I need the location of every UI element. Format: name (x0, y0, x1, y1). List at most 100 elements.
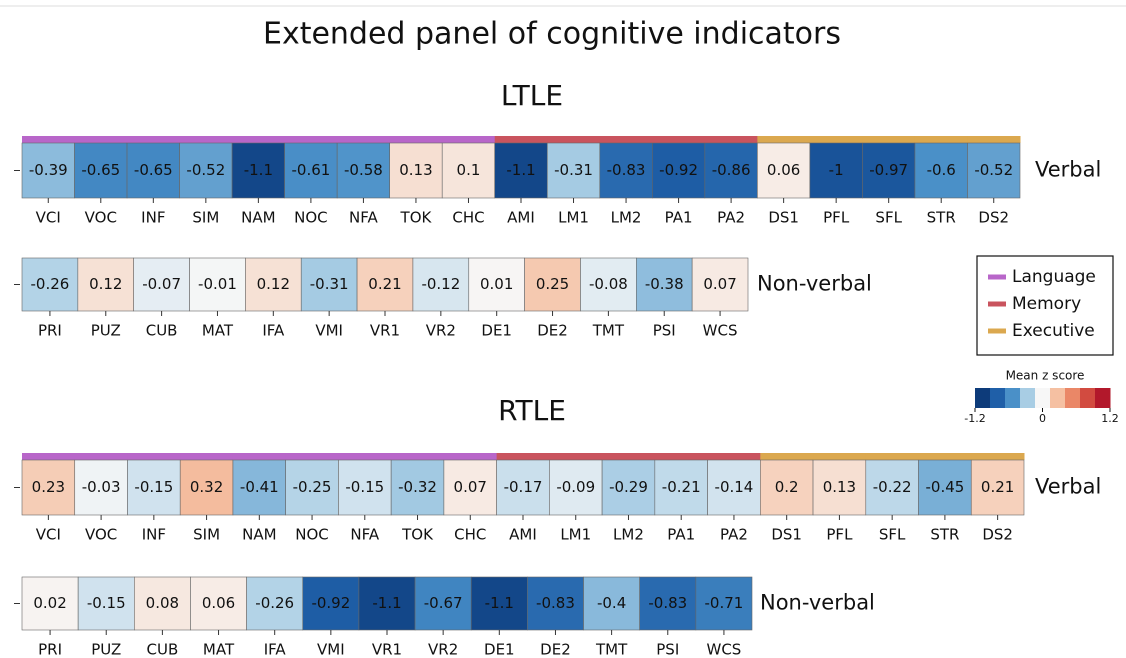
x-tick-label: PUZ (91, 641, 121, 658)
heat-cell (707, 459, 761, 516)
x-tick-label: TOK (400, 209, 433, 227)
x-tick-label: LM1 (558, 209, 589, 227)
x-tick-label: VMI (317, 641, 345, 658)
domain-bar (494, 136, 548, 143)
x-tick-label: TMT (592, 322, 625, 340)
x-tick-label: TOK (401, 526, 434, 544)
cell-label: 0.12 (257, 275, 290, 293)
heat-cell (389, 142, 443, 199)
colorbar-segment (1005, 388, 1021, 408)
heat-cell (21, 459, 76, 516)
domain-bar (74, 136, 128, 143)
cell-label: -0.17 (504, 478, 543, 496)
heat-cell (496, 459, 550, 516)
cell-label: -0.45 (925, 478, 964, 496)
x-tick-label: CUB (147, 641, 179, 658)
x-tick-label: LM2 (611, 209, 642, 227)
heat-cell (127, 459, 181, 516)
x-tick-label: SIM (192, 209, 219, 227)
x-tick-label: AMI (507, 209, 535, 227)
row-label: Verbal (1035, 475, 1101, 499)
cell-label: -1.1 (372, 594, 401, 612)
heat-cell (179, 142, 233, 199)
heat-cell (284, 142, 338, 199)
domain-bar (74, 453, 128, 460)
colorbar-segment (1020, 388, 1036, 408)
domain-bar (337, 136, 391, 143)
domain-bar (704, 136, 758, 143)
heat-cell (691, 257, 749, 312)
x-tick-label: LM1 (560, 526, 591, 544)
domain-bar (22, 453, 76, 460)
x-tick-label: PA1 (665, 209, 693, 227)
cell-label: -0.83 (536, 594, 575, 612)
row-label: Non-verbal (760, 591, 875, 615)
x-tick-label: NAM (242, 526, 276, 544)
cell-label: 0.08 (146, 594, 179, 612)
cell-label: -0.14 (715, 478, 754, 496)
cell-label: -0.83 (648, 594, 687, 612)
heat-cell (126, 142, 180, 199)
colorbar-tick-label: 1.2 (1101, 412, 1119, 425)
cell-label: -0.01 (198, 275, 237, 293)
heat-cell (862, 142, 916, 199)
heat-cell (21, 576, 79, 631)
cell-label: -0.25 (293, 478, 332, 496)
x-tick-label: PA2 (720, 526, 748, 544)
figure-title: Extended panel of cognitive indicators (263, 17, 841, 52)
domain-bar (862, 136, 916, 143)
heat-cell (21, 142, 75, 199)
heat-cell (358, 576, 416, 631)
cell-label: -0.65 (81, 161, 120, 179)
cell-label: -0.22 (873, 478, 912, 496)
domain-bar (127, 453, 181, 460)
panel-title: RTLE (498, 394, 566, 427)
x-tick-label: PRI (38, 322, 62, 340)
x-tick-label: STR (927, 209, 956, 227)
cell-label: -0.32 (398, 478, 437, 496)
x-tick-label: DE2 (537, 322, 568, 340)
cell-label: -0.03 (82, 478, 121, 496)
heat-cell (580, 257, 637, 312)
cell-label: -1 (829, 161, 844, 179)
heat-cell (524, 257, 581, 312)
cell-label: -0.15 (345, 478, 384, 496)
cell-label: -0.52 (186, 161, 225, 179)
x-tick-label: SFL (879, 526, 906, 544)
domain-bar (760, 453, 814, 460)
cell-label: -0.07 (142, 275, 181, 293)
heat-cell (546, 142, 601, 199)
heat-cell (970, 459, 1025, 516)
x-tick-label: CHC (452, 209, 484, 227)
x-tick-label: PA1 (667, 526, 695, 544)
colorbar-segment (1035, 388, 1051, 408)
heat-cell (245, 257, 302, 312)
heat-cell (865, 459, 919, 516)
heat-cell (527, 576, 584, 631)
x-tick-label: MAT (202, 322, 234, 340)
heat-cell (356, 257, 414, 312)
cell-label: -0.65 (134, 161, 173, 179)
x-tick-label: VOC (85, 209, 117, 227)
cell-label: -0.08 (589, 275, 628, 293)
heat-cell (494, 142, 548, 199)
cell-label: -0.4 (597, 594, 626, 612)
x-tick-label: DE2 (540, 641, 571, 658)
cell-label: 0.12 (89, 275, 122, 293)
heat-cell (412, 257, 470, 312)
panel-title: LTLE (501, 79, 563, 112)
x-tick-label: NFA (350, 526, 379, 544)
cell-label: 0.32 (190, 478, 223, 496)
x-tick-label: INF (142, 526, 166, 544)
cell-label: -0.26 (255, 594, 294, 612)
x-tick-label: IFA (262, 322, 285, 340)
x-tick-label: VR1 (370, 322, 400, 340)
cell-label: -0.09 (556, 478, 595, 496)
cell-label: 0.01 (480, 275, 513, 293)
cell-label: -0.39 (29, 161, 68, 179)
x-tick-label: VCI (36, 209, 61, 227)
cell-label: -0.38 (645, 275, 684, 293)
domain-bar (232, 453, 287, 460)
cell-label: -0.92 (311, 594, 350, 612)
